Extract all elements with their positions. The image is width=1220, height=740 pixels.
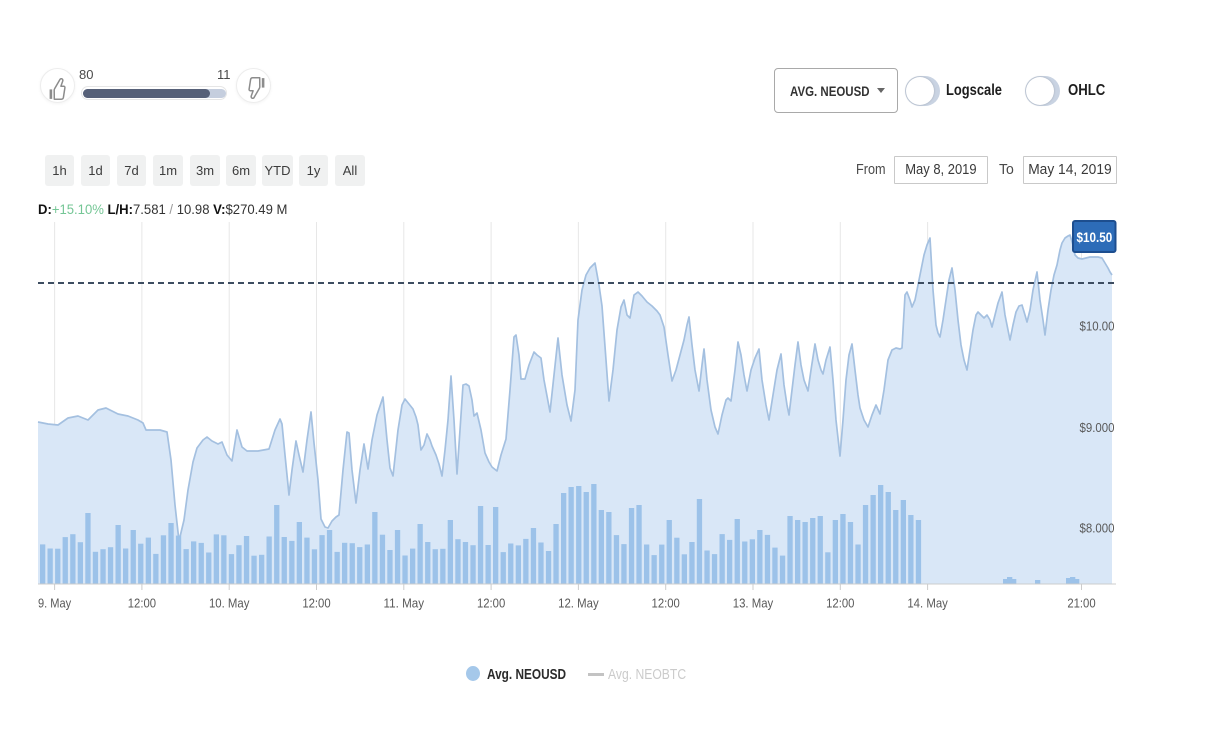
svg-text:12:00: 12:00 [128, 596, 156, 611]
svg-text:$9.000: $9.000 [1080, 420, 1115, 435]
svg-text:12:00: 12:00 [652, 596, 680, 611]
svg-text:10. May: 10. May [209, 596, 250, 611]
svg-text:14. May: 14. May [907, 596, 948, 611]
svg-text:12:00: 12:00 [302, 596, 330, 611]
svg-text:$10.00: $10.00 [1080, 319, 1115, 334]
svg-text:9. May: 9. May [38, 596, 72, 611]
svg-text:$10.50: $10.50 [1077, 230, 1113, 245]
svg-text:21:00: 21:00 [1067, 596, 1095, 611]
svg-text:12:00: 12:00 [477, 596, 505, 611]
svg-text:12:00: 12:00 [826, 596, 854, 611]
svg-text:$8.000: $8.000 [1080, 521, 1115, 536]
svg-text:13. May: 13. May [733, 596, 774, 611]
svg-text:11. May: 11. May [384, 596, 425, 611]
svg-text:12. May: 12. May [558, 596, 599, 611]
